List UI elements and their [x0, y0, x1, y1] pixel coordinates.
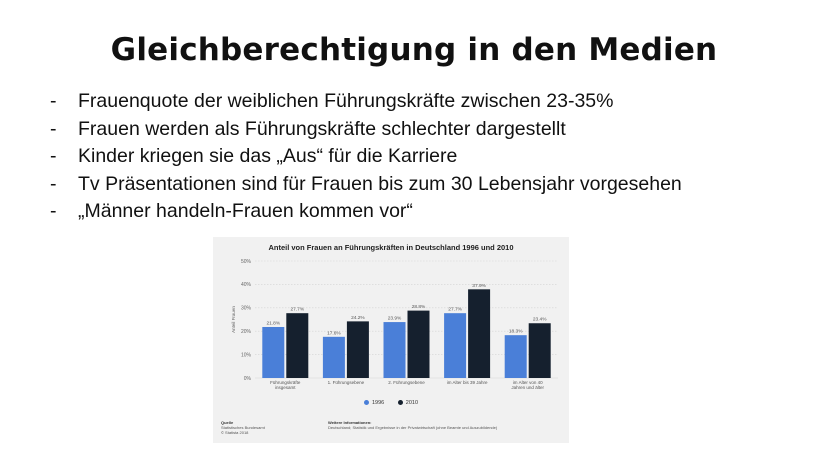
y-tick-label: 0%	[244, 376, 252, 382]
source-info: Quelle Statistisches Bundesamt © Statist…	[221, 420, 265, 435]
chart-legend: 1996 2010	[213, 400, 569, 406]
bar-1996	[322, 336, 345, 378]
bullet-text: „Männer handeln-Frauen kommen vor“	[78, 200, 413, 222]
x-tick-label: 2. Führungsebene	[388, 380, 425, 385]
source-heading: Quelle	[221, 420, 234, 425]
data-label: 27.7%	[290, 307, 304, 313]
bar-1996	[504, 335, 527, 378]
chart-title: Anteil von Frauen an Führungskräften in …	[268, 243, 514, 252]
y-tick-label: 30%	[241, 306, 252, 312]
y-axis-label: Anteil Frauen	[231, 306, 236, 333]
bar-2010	[528, 323, 551, 378]
bar-1996	[262, 326, 285, 378]
data-label: 27.7%	[448, 307, 462, 313]
x-tick-label: insgesamt	[275, 385, 296, 390]
data-label: 37.9%	[472, 283, 486, 289]
y-tick-label: 20%	[241, 329, 252, 335]
bar-2010	[286, 313, 309, 378]
bullet-text: Frauen werden als Führungskräfte schlech…	[78, 117, 566, 140]
bullet-item: - Frauen werden als Führungskräfte schlec…	[50, 116, 682, 144]
slide-title: Gleichberechtigung in den Medien	[110, 32, 718, 68]
data-label: 17.6%	[327, 330, 341, 336]
bullet-text: Frauenquote der weiblichen Führungskräft…	[78, 90, 614, 112]
bar-2010	[407, 310, 430, 378]
bullet-item: - Frauenquote der weiblichen Führungskräf…	[50, 88, 682, 116]
bar-2010	[468, 289, 491, 378]
bullet-dash: -	[50, 145, 57, 167]
more-info-heading: Weitere Informationen:	[328, 420, 372, 425]
chart-image: Anteil von Frauen an Führungskräften in …	[213, 237, 569, 443]
bullet-text: Tv Präsentationen sind für Frauen bis zu…	[78, 172, 682, 195]
bullet-dash: -	[50, 90, 57, 112]
x-tick-label: Führungskräfte	[270, 380, 301, 385]
more-info: Weitere Informationen: Deutschland; Stat…	[328, 420, 558, 430]
legend-label: 2010	[405, 400, 419, 406]
bar-1996	[383, 322, 406, 378]
bar-2010	[346, 321, 369, 378]
x-tick-label: Jahren und älter	[511, 385, 544, 390]
source-line: Statistisches Bundesamt	[221, 425, 265, 430]
data-label: 23.9%	[388, 316, 402, 322]
source-line: © Statista 2018	[221, 430, 249, 435]
bar-1996	[444, 313, 467, 378]
bullet-dash: -	[50, 200, 57, 222]
bullet-text: Kinder kriegen sie das „Aus“ für die Kar…	[78, 145, 458, 167]
more-info-line: Deutschland; Statistik und Ergebnisse in…	[328, 425, 498, 430]
legend-swatch	[397, 400, 403, 406]
x-tick-label: 1. Führungsebene	[328, 380, 365, 385]
data-label: 18.3%	[509, 329, 523, 335]
y-tick-label: 50%	[241, 259, 252, 265]
bullet-list: - Frauenquote der weiblichen Führungskräf…	[50, 88, 682, 226]
x-tick-label: im Alter bis 39 Jahre	[447, 380, 488, 385]
data-label: 24.2%	[351, 315, 365, 321]
legend-swatch	[363, 400, 369, 406]
x-tick-label: im Alter von 40	[513, 380, 543, 385]
y-tick-label: 40%	[241, 282, 252, 288]
bar-chart: 0% 10% 20% 30% 40% 50% Anteil Frauen 21.8% 27.7%…	[231, 259, 558, 390]
bullet-item: - Kinder kriegen sie das „Aus“ für die Ka…	[50, 143, 682, 171]
data-label: 21.8%	[266, 320, 280, 326]
legend-item-2010: 2010	[397, 400, 419, 406]
legend-label: 1996	[371, 400, 385, 406]
bullet-item: - Tv Präsentationen sind für Frauen bis z…	[50, 171, 682, 199]
bullet-item: - „Männer handeln-Frauen kommen vor“	[50, 198, 682, 226]
bullet-dash: -	[50, 172, 57, 195]
legend-item-1996: 1996	[363, 400, 385, 406]
data-label: 28.8%	[412, 304, 426, 310]
y-tick-label: 10%	[241, 352, 252, 358]
bullet-dash: -	[50, 117, 57, 140]
data-label: 23.4%	[533, 317, 547, 323]
